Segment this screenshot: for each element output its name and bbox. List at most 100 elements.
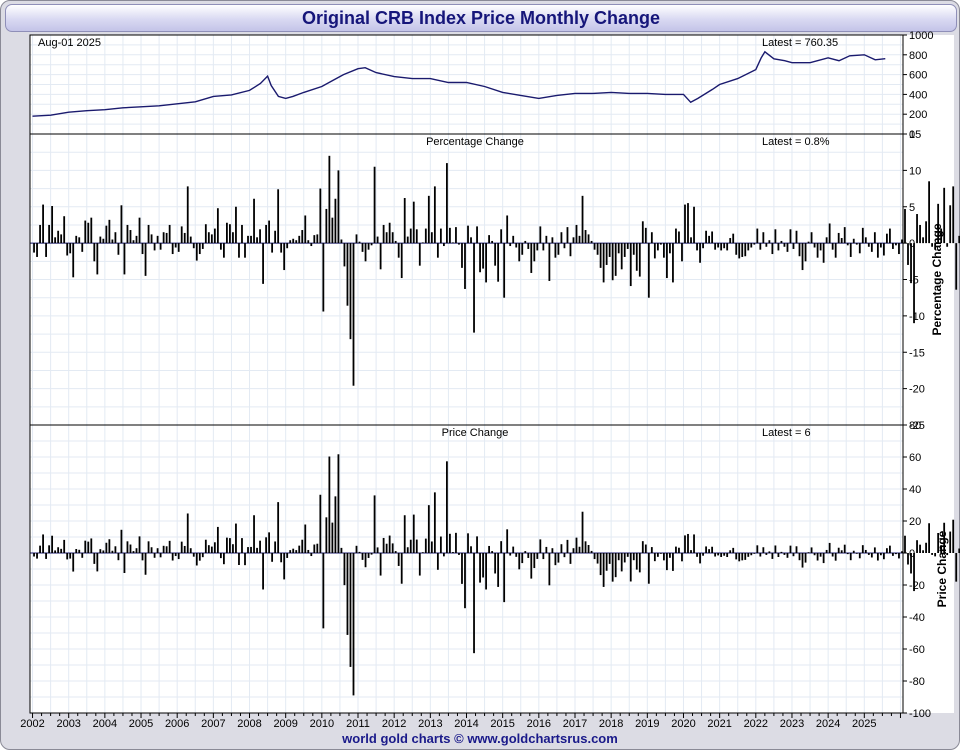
bar xyxy=(744,243,747,257)
bar xyxy=(455,532,457,553)
bar xyxy=(355,234,358,244)
x-tick-label: 2005 xyxy=(129,718,153,730)
bar xyxy=(792,243,795,249)
bar xyxy=(711,231,714,244)
bar xyxy=(379,243,382,270)
bar xyxy=(626,553,629,557)
bar xyxy=(656,243,659,251)
bar xyxy=(560,232,563,244)
bar xyxy=(650,232,653,244)
bar xyxy=(415,539,418,553)
bar xyxy=(533,243,536,262)
bar xyxy=(120,529,123,553)
bar xyxy=(916,540,918,553)
bar xyxy=(747,243,750,251)
bar xyxy=(690,550,692,553)
bar xyxy=(870,553,873,558)
bar xyxy=(81,553,84,558)
bar xyxy=(693,206,695,244)
bar xyxy=(617,553,620,561)
bar xyxy=(605,243,608,265)
bar xyxy=(370,553,373,555)
bar xyxy=(768,551,771,553)
bar xyxy=(551,548,554,553)
bar xyxy=(337,454,340,553)
bar xyxy=(443,243,445,247)
bar xyxy=(870,243,873,252)
bar xyxy=(587,234,590,244)
bar xyxy=(521,553,524,564)
bar xyxy=(120,205,123,244)
panel-2: -25-20-15-10-5051015Percentage ChangeLat… xyxy=(29,129,960,432)
bar xyxy=(123,553,126,573)
bar xyxy=(325,517,328,553)
bar xyxy=(382,537,385,553)
bar xyxy=(846,553,849,555)
bar xyxy=(524,240,527,244)
bar xyxy=(617,243,620,254)
title-bar: Original CRB Index Price Monthly Change xyxy=(5,4,957,32)
bar xyxy=(373,495,376,553)
bar xyxy=(864,237,867,244)
bar xyxy=(316,234,319,244)
bar xyxy=(949,531,952,553)
bar xyxy=(955,553,958,582)
bar xyxy=(464,243,466,289)
bar xyxy=(274,230,277,244)
bar xyxy=(439,228,442,244)
bar xyxy=(681,243,683,262)
bar xyxy=(75,549,78,553)
bar xyxy=(346,243,349,306)
bar xyxy=(207,232,210,244)
bar xyxy=(669,553,671,558)
bar xyxy=(729,550,732,553)
bar xyxy=(545,235,548,244)
bar xyxy=(141,553,144,561)
bar xyxy=(213,228,216,244)
bar xyxy=(611,243,614,281)
bar xyxy=(599,553,602,576)
bar xyxy=(837,232,840,244)
bar xyxy=(542,243,545,251)
bar xyxy=(198,243,201,255)
y-tick-label: -20 xyxy=(909,384,925,396)
bar xyxy=(424,228,427,244)
bar xyxy=(84,220,87,244)
bar xyxy=(60,234,63,244)
y-tick-label: 400 xyxy=(909,89,927,101)
bar xyxy=(385,232,388,244)
bar xyxy=(882,243,885,256)
bar xyxy=(48,545,51,553)
bar xyxy=(443,553,445,557)
bar xyxy=(36,553,38,559)
y-tick-label: -80 xyxy=(909,676,925,688)
x-tick-label: 2022 xyxy=(744,718,768,730)
y-tick-label: -15 xyxy=(909,347,925,359)
panel-1: 0 200 400 600 800 1000 Latest = 760.35 xyxy=(29,30,933,141)
x-tick-label: 2016 xyxy=(527,718,551,730)
bar xyxy=(467,533,469,553)
bar xyxy=(150,547,153,553)
bar xyxy=(165,546,168,553)
bar xyxy=(33,243,35,253)
bar xyxy=(928,523,930,553)
bar xyxy=(373,166,376,244)
bar xyxy=(310,243,313,247)
bar xyxy=(533,553,536,569)
bar xyxy=(186,513,189,553)
bar xyxy=(295,240,298,244)
bar xyxy=(470,546,472,553)
bar xyxy=(138,217,141,244)
bar xyxy=(635,243,638,271)
bar xyxy=(777,553,780,557)
bar xyxy=(771,553,774,559)
bar xyxy=(708,549,710,553)
bar xyxy=(271,553,274,562)
bar xyxy=(898,243,900,255)
bar xyxy=(283,553,286,580)
bar xyxy=(183,232,186,244)
bar xyxy=(663,243,665,258)
x-tick-label: 2009 xyxy=(273,718,297,730)
bar xyxy=(189,548,192,553)
bar xyxy=(542,553,545,560)
